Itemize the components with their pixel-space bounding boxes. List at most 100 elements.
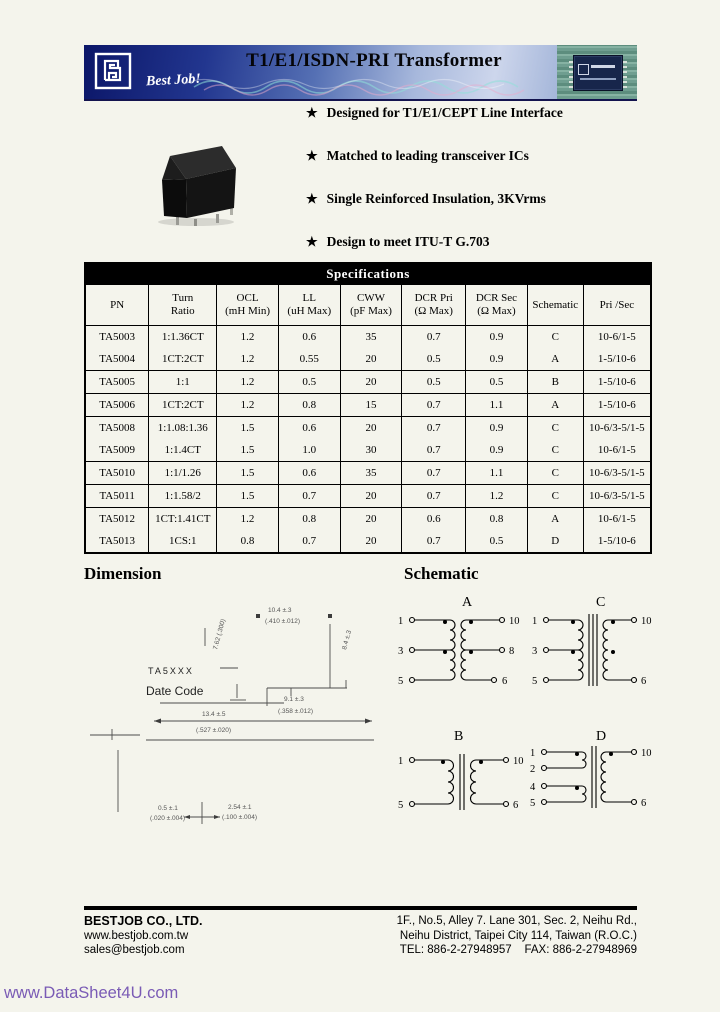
- table-cell: 10-6/1-5: [582, 325, 652, 348]
- pin-label: 4: [530, 782, 536, 793]
- dim-label: 0.5 ±.1: [158, 805, 178, 812]
- table-cell: B: [526, 370, 584, 394]
- table-cell: 1.5: [216, 484, 279, 508]
- pin-label: 3: [398, 646, 403, 657]
- dim-label: (.527 ±.020): [196, 727, 231, 734]
- table-cell: 0.8: [465, 507, 528, 530]
- star-icon: ★: [306, 148, 318, 163]
- dimension-ticks: [154, 614, 372, 819]
- pin-label: 6: [641, 676, 646, 687]
- datasheet4u-watermark: www.DataSheet4U.com: [4, 984, 179, 1002]
- table-cell: A: [526, 348, 584, 371]
- table-cell: 1.5: [216, 461, 279, 485]
- table-cell: 0.7: [401, 461, 467, 485]
- table-cell: 1:1/1.26: [148, 461, 218, 485]
- company-website: www.bestjob.com.tw: [84, 929, 189, 942]
- table-cell: 1:1: [148, 370, 218, 394]
- table-cell: 10-6/1-5: [582, 507, 652, 530]
- pin-label: 6: [513, 800, 518, 811]
- table-cell: 35: [339, 461, 403, 485]
- table-cell: 1-5/10-6: [582, 348, 652, 371]
- pcb-art: [557, 45, 637, 99]
- schematic-c-label: C: [596, 595, 605, 610]
- table-cell: A: [526, 507, 584, 530]
- star-icon: ★: [306, 234, 318, 249]
- table-cell: 0.8: [216, 530, 279, 553]
- table-cell: 1.2: [216, 325, 279, 348]
- schematic-drawings: A 1 3 5 10 8 6 C 1 3 5: [398, 595, 652, 811]
- table-cell: 20: [339, 484, 403, 508]
- column-header: PN: [84, 284, 150, 326]
- table-cell: 1-5/10-6: [582, 393, 652, 417]
- table-cell: 0.6: [277, 461, 341, 485]
- pin-label: 5: [532, 676, 537, 687]
- column-header: OCL (mH Min): [216, 284, 279, 326]
- schematic-b: B 1 5 10 6: [398, 729, 524, 811]
- column-header: Schematic: [526, 284, 584, 326]
- table-cell: 0.9: [465, 325, 528, 348]
- table-row: TA5003 1:1.36CT 1.2 0.6 35 0.7 0.9 C 10-6/1-5: [84, 325, 652, 348]
- column-header: Pri /Sec: [582, 284, 652, 326]
- table-cell: 1:1.08:1.36: [148, 416, 218, 439]
- spec-table-body: TA5003 1:1.36CT 1.2 0.6 35 0.7 0.9 C 10-6/1-5 TA5…: [84, 325, 652, 553]
- table-cell: 1-5/10-6: [582, 370, 652, 394]
- table-cell: 1.5: [216, 416, 279, 439]
- table-cell: 0.7: [401, 393, 467, 417]
- table-cell: 1.1: [465, 393, 528, 417]
- table-cell: TA5012: [84, 507, 150, 530]
- table-cell: 0.7: [277, 484, 341, 508]
- table-cell: 0.9: [465, 416, 528, 439]
- schematic-a: A 1 3 5 10 8 6: [398, 595, 520, 687]
- dim-label: 8.4 ±.3: [341, 629, 353, 650]
- pin-label: 5: [530, 798, 535, 809]
- star-icon: ★: [306, 105, 318, 120]
- part-marking-label: TA5XXX: [148, 666, 194, 676]
- schematic-a-label: A: [462, 595, 473, 610]
- dim-label: (.410 ±.012): [265, 618, 300, 625]
- schematic-b-label: B: [454, 729, 463, 744]
- pin-label: 10: [509, 616, 520, 627]
- table-cell: 1:1.4CT: [148, 439, 218, 462]
- table-cell: C: [526, 461, 584, 485]
- table-cell: 0.7: [277, 530, 341, 553]
- feature-item: ★ Design to meet ITU-T G.703: [306, 233, 636, 250]
- schematic-d: D 1 2 4 5 10 6: [530, 729, 652, 809]
- pin-label: 2: [530, 764, 535, 775]
- spec-table: Specifications PN Turn Ratio OCL (mH Min) LL(…: [84, 262, 652, 554]
- table-row: TA5004 1CT:2CT 1.2 0.55 20 0.5 0.9 A 1-5/10-6: [84, 348, 652, 371]
- table-cell: 1CT:2CT: [148, 393, 218, 417]
- table-cell: 1.2: [216, 393, 279, 417]
- banner-slogan: Best Job!: [145, 71, 202, 90]
- pin-label: 1: [398, 616, 403, 627]
- table-cell: 35: [339, 325, 403, 348]
- chip-icon: [569, 55, 627, 91]
- feature-text: Design to meet ITU-T G.703: [326, 234, 490, 249]
- table-cell: 0.6: [401, 507, 467, 530]
- table-cell: 0.7: [401, 416, 467, 439]
- table-cell: 0.8: [277, 393, 341, 417]
- column-header: CWW (pF Max): [339, 284, 403, 326]
- table-cell: 0.9: [465, 439, 528, 462]
- table-cell: 0.6: [277, 325, 341, 348]
- table-row: TA5009 1:1.4CT 1.5 1.0 30 0.7 0.9 C 10-6/1-5: [84, 439, 652, 462]
- table-cell: 1CT:2CT: [148, 348, 218, 371]
- table-cell: C: [526, 439, 584, 462]
- table-cell: TA5005: [84, 370, 150, 394]
- table-cell: TA5011: [84, 484, 150, 508]
- spec-header-row: PN Turn Ratio OCL (mH Min) LL (uH Max) CWW (pF M…: [84, 284, 652, 326]
- banner-waves: [183, 78, 525, 96]
- table-cell: C: [526, 325, 584, 348]
- pin-label: 1: [532, 616, 537, 627]
- table-row: TA5012 1CT:1.41CT 1.2 0.8 20 0.6 0.8 A 10-6/1-5: [84, 507, 652, 530]
- pin-label: 5: [398, 800, 403, 811]
- header-banner: Best Job! T1/E1/ISDN-PRI Transformer: [84, 45, 637, 101]
- table-cell: TA5013: [84, 530, 150, 553]
- table-cell: 0.7: [401, 325, 467, 348]
- date-code-label: Date Code: [146, 684, 204, 698]
- table-cell: 0.7: [401, 439, 467, 462]
- table-cell: 0.6: [277, 416, 341, 439]
- table-cell: 10-6/3-5/1-5: [582, 484, 652, 508]
- table-cell: 30: [339, 439, 403, 462]
- table-cell: C: [526, 484, 584, 508]
- table-cell: 1CT:1.41CT: [148, 507, 218, 530]
